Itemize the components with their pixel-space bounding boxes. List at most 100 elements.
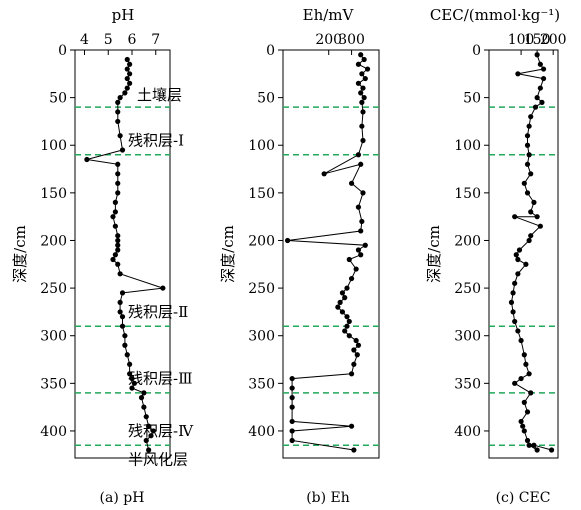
data-point [348,180,355,186]
data-point [518,418,524,425]
y-tick-label: 50 [49,91,67,107]
x-tick-label: 200 [540,32,567,48]
data-point [115,180,121,186]
data-point [355,152,362,158]
data-point [289,404,295,410]
y-tick-label: 100 [248,138,275,154]
y-tick-label: 300 [248,329,275,345]
data-point [344,285,350,291]
y-tick-label: 250 [454,281,481,297]
data-point [521,399,527,405]
data-point [289,437,295,444]
data-point [359,71,365,77]
data-point [124,75,130,82]
data-point [528,233,534,239]
panel-title: CEC/(mmol·kg⁻¹) [430,6,560,24]
data-point [528,390,534,396]
y-tick-label: 50 [463,91,481,107]
data-point [355,204,362,210]
y-tick-label: 100 [454,138,481,154]
data-point [284,237,291,244]
data-point [532,104,539,110]
data-point [520,423,526,429]
data-point [531,442,537,448]
data-point [351,447,357,453]
data-point [122,342,128,348]
data-point [141,390,147,396]
data-point [353,337,359,344]
data-point [508,299,515,305]
x-tick-label: 100 [508,32,535,48]
x-tick-label: 4 [80,32,89,48]
data-point [524,409,531,415]
data-point [127,61,133,67]
data-point [348,371,355,377]
data-point [122,90,128,96]
data-point [346,318,352,325]
data-point [124,85,130,91]
data-point [115,247,121,253]
data-point [115,261,121,267]
panel-caption: (a) pH [100,490,145,506]
data-point [115,161,121,167]
y-tick-label: 200 [454,233,481,249]
data-point [143,414,149,420]
data-point [523,261,529,267]
data-point [524,437,531,444]
data-point [84,156,90,163]
data-point [115,233,121,239]
data-point [521,180,527,186]
data-point [512,214,518,220]
data-point [148,433,154,439]
data-point [537,223,543,229]
data-point [141,404,147,410]
data-point [358,90,364,96]
layer-label: 土壤层 [137,86,182,104]
data-point [510,309,516,315]
data-point [521,428,527,434]
data-point [289,395,295,401]
data-point [355,61,362,67]
y-tick-label: 400 [40,424,67,440]
data-point [143,437,149,444]
data-point [534,447,540,453]
data-point [355,342,362,348]
y-tick-label: 200 [248,233,275,249]
x-tick-label: 5 [104,32,113,48]
y-tick-label: 350 [40,376,67,392]
data-point [359,123,365,129]
data-point [117,271,123,277]
data-point [359,99,365,105]
data-point [353,266,359,272]
data-point [115,242,121,248]
data-point [131,380,137,386]
data-point [124,66,130,72]
y-tick-label: 100 [40,138,67,154]
data-point [321,171,327,177]
data-point [534,52,540,58]
data-point [115,190,121,196]
data-point [540,66,547,72]
data-point [360,85,366,91]
data-point [510,290,516,296]
panel-title: Eh/mV [303,6,355,24]
data-point [528,114,534,120]
y-tick-label: 0 [58,43,67,59]
y-tick-label: 350 [248,376,275,392]
data-point [117,133,123,139]
data-point [146,447,152,453]
panel-2: CEC/(mmol·kg⁻¹)深度/cm10015020005010015020… [425,6,567,506]
data-point [160,285,166,291]
data-point [531,199,537,205]
data-point [119,290,126,296]
data-point [110,256,116,263]
data-point [537,61,543,67]
data-point [351,347,357,353]
data-point [351,361,357,367]
data-point [526,237,532,244]
data-point [115,118,121,125]
data-point [344,314,350,320]
layer-label: 残积层-Ⅲ [128,370,193,388]
data-point [344,323,350,329]
layer-label: 半风化层 [128,451,188,469]
